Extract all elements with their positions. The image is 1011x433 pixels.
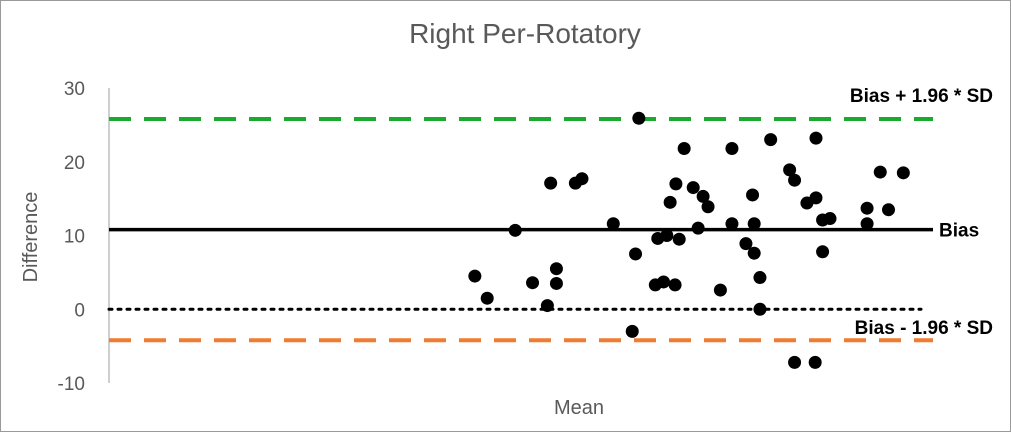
data-point [753, 271, 767, 285]
data-point [739, 237, 753, 251]
data-point [701, 200, 715, 214]
data-point [896, 166, 910, 180]
data-point [823, 212, 837, 226]
data-point [508, 223, 522, 237]
data-point [677, 141, 691, 155]
data-point [663, 195, 677, 209]
data-point [747, 246, 761, 260]
data-point [672, 232, 686, 246]
data-point [657, 275, 671, 289]
y-axis-label: Difference [20, 192, 42, 283]
data-point [860, 217, 874, 231]
data-points [468, 111, 910, 369]
data-point [625, 324, 639, 338]
y-axis-ticks: 30 20 10 0 -10 [58, 79, 85, 395]
data-point [549, 262, 563, 276]
reference-line-labels: Bias + 1.96 * SD Bias Bias - 1.96 * SD [850, 86, 993, 339]
data-point [783, 163, 797, 177]
data-point [544, 176, 558, 190]
chart-title: Right Per-Rotatory [409, 18, 641, 49]
data-point [747, 217, 761, 231]
data-point [629, 247, 643, 261]
data-point [632, 111, 646, 125]
data-point [480, 291, 494, 305]
data-point [816, 245, 830, 259]
data-point [809, 131, 823, 145]
data-point [468, 269, 482, 283]
data-point [808, 355, 822, 369]
data-point [713, 283, 727, 297]
data-point [691, 221, 705, 235]
data-point [575, 172, 589, 186]
data-point [788, 173, 802, 187]
data-point [686, 181, 700, 195]
data-point [696, 189, 710, 203]
y-tick-label: 20 [64, 153, 85, 174]
y-tick-label: 30 [64, 79, 85, 100]
lower-loa-label: Bias - 1.96 * SD [855, 318, 993, 339]
data-point [660, 229, 674, 242]
data-point [725, 217, 739, 231]
data-point [809, 191, 823, 205]
data-point [668, 278, 682, 292]
data-point [606, 217, 620, 231]
data-point [753, 302, 767, 316]
data-point [526, 276, 540, 290]
data-point [725, 141, 739, 155]
data-point [873, 165, 887, 179]
y-tick-label: 10 [64, 227, 85, 248]
y-tick-label: 0 [74, 300, 85, 321]
data-point [882, 203, 896, 217]
x-axis-label: Mean [554, 397, 604, 419]
y-tick-label: -10 [58, 374, 85, 395]
data-point [669, 177, 683, 191]
bias-label: Bias [939, 221, 979, 242]
data-point [540, 299, 554, 313]
upper-loa-label: Bias + 1.96 * SD [850, 86, 993, 107]
data-point [764, 133, 778, 147]
data-point [549, 276, 563, 290]
data-point [746, 188, 760, 202]
data-point [860, 201, 874, 215]
data-point [788, 355, 802, 369]
